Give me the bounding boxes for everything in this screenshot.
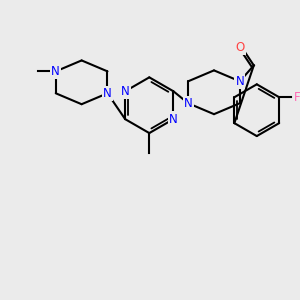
Text: N: N — [169, 112, 178, 126]
Text: N: N — [236, 75, 244, 88]
Text: N: N — [121, 85, 130, 98]
Text: O: O — [235, 41, 244, 54]
Text: F: F — [294, 91, 300, 104]
Text: N: N — [184, 97, 193, 110]
Text: N: N — [103, 87, 112, 100]
Text: N: N — [51, 65, 60, 78]
